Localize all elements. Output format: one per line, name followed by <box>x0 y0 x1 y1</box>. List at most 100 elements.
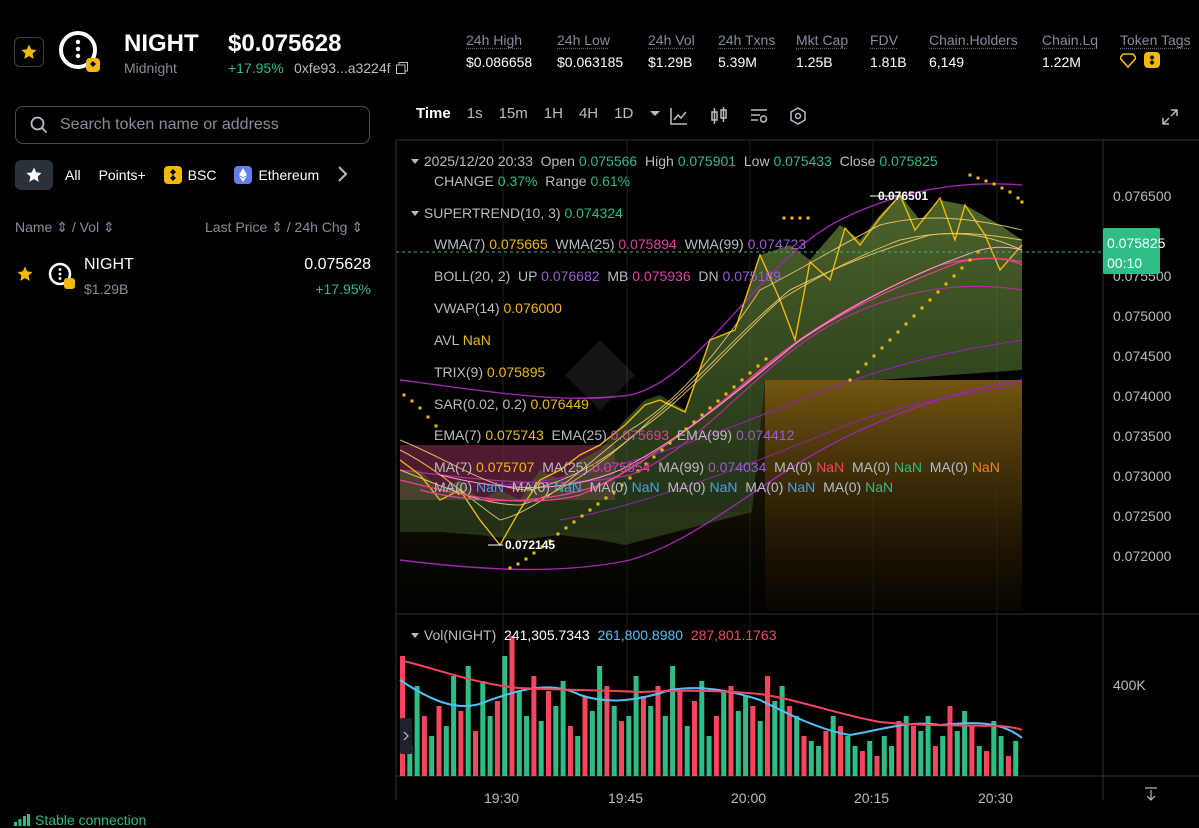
boll-legend[interactable]: BOLL(20, 2) UP 0.076682 MB 0.075936 DN 0… <box>434 268 781 284</box>
volume-bar <box>502 656 508 776</box>
sar-legend[interactable]: SAR(0.02, 0.2) 0.076449 <box>434 396 589 412</box>
token-fullname: Midnight <box>124 60 177 76</box>
volume-legend[interactable]: Vol(NIGHT) 241,305.7343 261,800.8980 287… <box>410 627 777 643</box>
axis-toggle-icon[interactable] <box>1145 787 1157 801</box>
volume-bar <box>538 721 544 776</box>
interval-time[interactable]: Time <box>416 105 451 122</box>
interval-1h[interactable]: 1H <box>543 105 563 122</box>
filter-points[interactable]: Points+ <box>98 167 146 183</box>
sar-dot <box>976 176 980 180</box>
volume-bar <box>721 691 727 776</box>
volume-bar <box>524 716 530 776</box>
wma-legend[interactable]: WMA(7) 0.075665 WMA(25) 0.075894 WMA(99)… <box>434 236 807 252</box>
volume-bar <box>998 736 1004 776</box>
candlestick-icon[interactable] <box>709 106 729 126</box>
trix-legend[interactable]: TRIX(9) 0.075895 <box>434 364 546 380</box>
volume-bar <box>713 716 719 776</box>
volume-bar <box>677 691 683 776</box>
expand-icon[interactable] <box>1160 107 1180 127</box>
volume-bar <box>465 666 471 776</box>
favorite-button[interactable] <box>14 37 44 67</box>
volume-bar <box>743 696 749 776</box>
volume-bar <box>604 686 610 776</box>
volume-bar <box>1005 756 1011 776</box>
volume-bar <box>699 681 705 776</box>
collapse-legend-icon[interactable] <box>410 158 420 166</box>
column-price-change[interactable]: Last Price ⇕ / 24h Chg ⇕ <box>205 219 364 235</box>
change-legend: CHANGE 0.37% Range 0.61% <box>434 173 631 189</box>
search-box[interactable] <box>15 106 370 144</box>
watermark-logo-icon <box>565 340 635 410</box>
stat-liquidity: Chain.Lq 1.22M <box>1042 32 1099 70</box>
volume-bar <box>940 736 946 776</box>
stat-fdv: FDV 1.81B <box>870 32 907 70</box>
search-input[interactable] <box>58 115 352 135</box>
sar-dot <box>612 490 616 494</box>
volume-bar <box>925 716 931 776</box>
volume-bar <box>560 681 566 776</box>
sar-dot <box>960 266 964 270</box>
sar-dot <box>434 424 438 428</box>
diamond-tag-icon[interactable] <box>1120 52 1136 68</box>
volume-bar <box>531 676 537 776</box>
interval-1s[interactable]: 1s <box>466 105 483 122</box>
settings-hexagon-icon[interactable] <box>788 106 808 126</box>
collapse-volume-icon[interactable] <box>410 632 420 640</box>
volume-bar <box>801 736 807 776</box>
volume-bar <box>984 751 989 776</box>
interval-15m[interactable]: 15m <box>498 105 528 122</box>
volume-bar <box>889 746 895 776</box>
filter-all[interactable]: All <box>65 167 81 183</box>
sar-dot <box>556 532 560 536</box>
filter-favorites[interactable] <box>15 160 53 190</box>
line-chart-icon[interactable] <box>669 106 689 126</box>
filter-scroll-right[interactable] <box>337 165 349 186</box>
caret-down-icon[interactable] <box>649 110 661 118</box>
sar-dot <box>928 298 932 302</box>
volume-bar <box>852 746 858 776</box>
ohlc-legend: 2025/12/20 20:33 Open 0.075566 High 0.07… <box>410 153 938 169</box>
sar-dot <box>644 462 648 466</box>
volume-bar <box>611 706 617 776</box>
volume-bar <box>509 636 515 776</box>
indicator-settings-icon[interactable] <box>749 106 769 126</box>
collapse-indicators-icon[interactable] <box>410 210 420 218</box>
ma-legend[interactable]: MA(7) 0.075707 MA(25) 0.075854 MA(99) 0.… <box>434 459 1000 475</box>
sar-dot <box>904 322 908 326</box>
volume-bar <box>830 716 836 776</box>
sar-dot <box>410 399 414 403</box>
copy-icon[interactable] <box>395 62 408 74</box>
supertrend-legend[interactable]: SUPERTREND(10, 3) 0.074324 <box>410 205 623 221</box>
address-text: 0xfe93...a3224f <box>294 60 391 76</box>
row-token-name[interactable]: NIGHT <box>84 256 134 273</box>
sar-dot <box>880 346 884 350</box>
volume-bar <box>881 736 887 776</box>
sar-dot <box>708 406 712 410</box>
stat-token-tags: Token Tags <box>1120 32 1191 68</box>
row-favorite-toggle[interactable] <box>16 265 34 288</box>
sar-dot <box>984 179 988 183</box>
volume-bar <box>662 716 668 776</box>
contract-address[interactable]: 0xfe93...a3224f <box>294 60 408 76</box>
sar-dot <box>856 370 860 374</box>
filter-bsc[interactable]: BSC <box>158 160 223 190</box>
volume-bar <box>494 701 500 776</box>
volume-bar <box>553 706 559 776</box>
volume-bar <box>728 686 734 776</box>
sar-dot <box>952 274 956 278</box>
bsc-icon <box>163 166 182 184</box>
ema-legend[interactable]: EMA(7) 0.075743 EMA(25) 0.075693 EMA(99)… <box>434 427 795 443</box>
volume-bar <box>823 731 829 776</box>
interval-1d[interactable]: 1D <box>614 105 634 122</box>
interval-4h[interactable]: 4H <box>578 105 599 122</box>
bsc-tag-icon[interactable] <box>1144 52 1160 68</box>
vwap-legend[interactable]: VWAP(14) 0.076000 <box>434 300 562 316</box>
filter-ethereum[interactable]: Ethereum <box>228 160 325 190</box>
column-name-vol[interactable]: Name ⇕ / Vol ⇕ <box>15 219 115 235</box>
avl-legend[interactable]: AVL NaN <box>434 332 491 348</box>
token-name: NIGHT <box>124 30 199 57</box>
sar-dot <box>864 362 868 366</box>
ma-legend-extra[interactable]: MA(0) NaN MA(0) NaN MA(0) NaN MA(0) NaN … <box>434 479 894 495</box>
volume-bar <box>903 716 909 776</box>
